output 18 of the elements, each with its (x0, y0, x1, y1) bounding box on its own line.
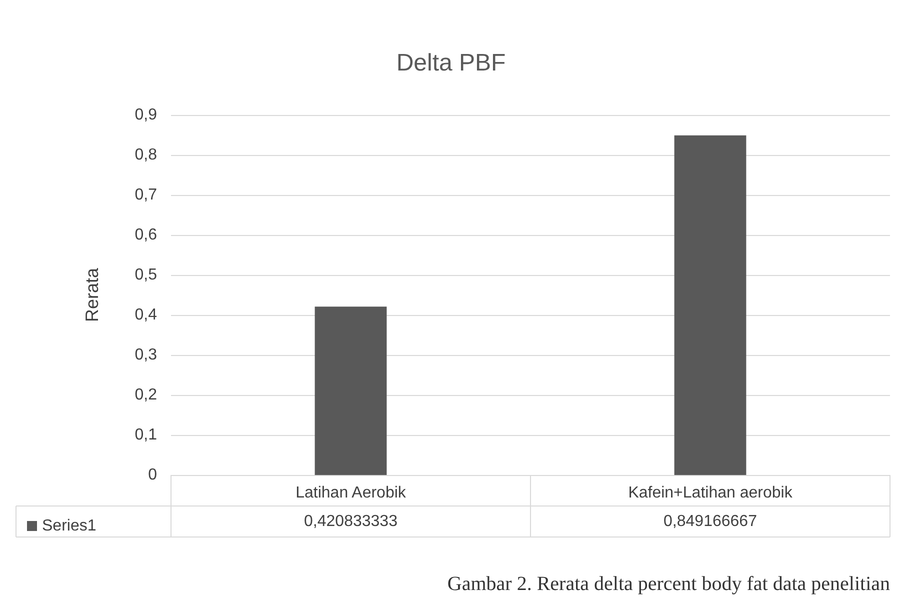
y-tick-label: 0,2 (134, 386, 158, 404)
y-tick-label: 0,7 (134, 186, 158, 204)
y-tick-label: 0,3 (134, 346, 158, 364)
y-tick-label: 0,4 (134, 306, 158, 324)
data-label: 0,420833333 (304, 513, 398, 530)
data-label: 0,849166667 (664, 513, 758, 530)
y-tick-label: 0,5 (134, 266, 158, 284)
x-tick-label: Kafein+Latihan aerobik (628, 484, 794, 502)
text: Gambar 2. Rerata delta percent body fat data penelitian (447, 573, 890, 595)
y-tick-label: 0 (148, 466, 158, 484)
chart-title: Delta PBF (396, 50, 506, 76)
x-tick-label: Latihan Aerobik (296, 484, 407, 502)
y-tick-label: 0,6 (134, 226, 158, 244)
legend-label: Series1 (42, 518, 96, 534)
y-tick-label: 0,8 (134, 146, 158, 164)
y-tick-label: 0,1 (134, 426, 158, 444)
y-axis-title: Rerata (82, 267, 102, 322)
y-tick-label: 0,9 (134, 106, 158, 124)
